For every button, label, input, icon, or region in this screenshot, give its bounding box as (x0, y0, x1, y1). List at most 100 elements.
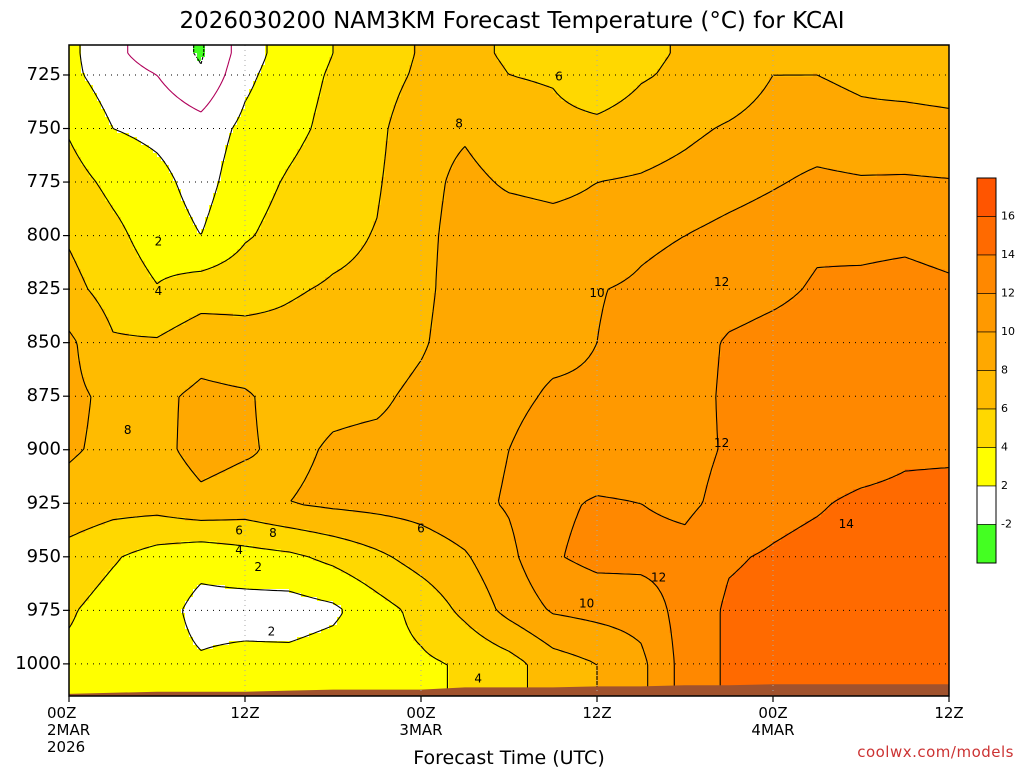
temperature-cell (841, 125, 846, 130)
temperature-cell (377, 69, 382, 74)
temperature-cell (117, 93, 122, 98)
temperature-cell (233, 85, 238, 90)
temperature-cell (105, 69, 110, 74)
temperature-cell (353, 89, 358, 94)
temperature-cell (917, 93, 922, 98)
temperature-cell (921, 65, 926, 70)
temperature-cell (865, 117, 870, 122)
temperature-cell (921, 61, 926, 66)
temperature-cell (77, 121, 82, 126)
temperature-cell (449, 53, 454, 58)
temperature-cell (221, 49, 226, 54)
temperature-cell (225, 117, 230, 122)
temperature-cell (373, 53, 378, 58)
temperature-cell (689, 93, 694, 98)
temperature-cell (809, 113, 814, 118)
temperature-cell (337, 113, 342, 118)
temperature-cell (233, 117, 238, 122)
temperature-cell (945, 77, 949, 82)
temperature-cell (937, 101, 942, 106)
temperature-cell (153, 105, 158, 110)
temperature-cell (345, 65, 350, 70)
temperature-cell (269, 57, 274, 62)
temperature-cell (181, 121, 186, 126)
temperature-cell (445, 77, 450, 82)
temperature-cell (661, 113, 666, 118)
temperature-cell (189, 121, 194, 126)
temperature-cell (405, 125, 410, 130)
temperature-cell (421, 133, 426, 138)
temperature-cell (921, 101, 926, 106)
temperature-cell (937, 45, 942, 50)
temperature-cell (305, 105, 310, 110)
temperature-cell (705, 121, 710, 126)
temperature-cell (349, 77, 354, 82)
temperature-cell (561, 109, 566, 114)
temperature-cell (69, 113, 74, 118)
temperature-cell (245, 77, 250, 82)
temperature-cell (373, 121, 378, 126)
temperature-cell (333, 73, 338, 78)
temperature-cell (665, 97, 670, 102)
temperature-cell (805, 65, 810, 70)
temperature-cell (637, 133, 642, 138)
temperature-cell (301, 133, 306, 138)
temperature-cell (421, 121, 426, 126)
temperature-cell (385, 93, 390, 98)
temperature-cell (617, 133, 622, 138)
temperature-cell (433, 85, 438, 90)
temperature-cell (893, 65, 898, 70)
temperature-cell (913, 49, 918, 54)
temperature-cell (657, 101, 662, 106)
temperature-cell (301, 61, 306, 66)
temperature-cell (101, 45, 106, 50)
temperature-cell (749, 85, 754, 90)
temperature-cell (301, 89, 306, 94)
temperature-cell (313, 117, 318, 122)
temperature-cell (409, 133, 414, 138)
temperature-cell (329, 129, 334, 134)
temperature-cell (69, 57, 74, 62)
temperature-cell (673, 113, 678, 118)
temperature-cell (657, 45, 662, 50)
temperature-cell (345, 57, 350, 62)
temperature-cell (773, 93, 778, 98)
temperature-cell (649, 97, 654, 102)
temperature-cell (389, 57, 394, 62)
temperature-cell (693, 105, 698, 110)
temperature-cell (305, 53, 310, 58)
temperature-cell (261, 49, 266, 54)
temperature-cell (797, 121, 802, 126)
temperature-cell (109, 89, 114, 94)
temperature-cell (717, 101, 722, 106)
temperature-cell (213, 121, 218, 126)
temperature-cell (665, 93, 670, 98)
temperature-cell (485, 97, 490, 102)
temperature-cell (633, 53, 638, 58)
temperature-cell (389, 73, 394, 78)
temperature-cell (165, 109, 170, 114)
temperature-cell (889, 93, 894, 98)
temperature-cell (333, 65, 338, 70)
temperature-cell (109, 133, 114, 138)
temperature-cell (189, 69, 194, 74)
temperature-cell (405, 61, 410, 66)
temperature-cell (669, 73, 674, 78)
temperature-cell (817, 45, 822, 50)
temperature-cell (733, 97, 738, 102)
temperature-cell (797, 105, 802, 110)
temperature-cell (317, 49, 322, 54)
temperature-cell (797, 81, 802, 86)
temperature-cell (349, 133, 354, 138)
temperature-cell (117, 97, 122, 102)
temperature-cell (425, 133, 430, 138)
temperature-cell (565, 85, 570, 90)
temperature-cell (581, 93, 586, 98)
temperature-cell (221, 57, 226, 62)
temperature-cell (193, 133, 198, 138)
temperature-cell (105, 65, 110, 70)
temperature-cell (97, 49, 102, 54)
temperature-cell (865, 81, 870, 86)
temperature-cell (537, 129, 542, 134)
temperature-cell (73, 133, 78, 138)
